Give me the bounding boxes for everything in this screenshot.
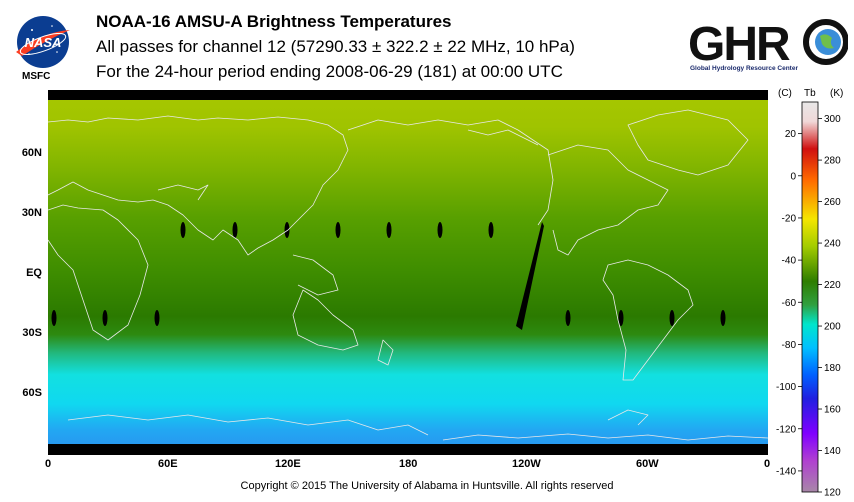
orbit-gaps <box>51 222 726 330</box>
kelvin-tick-label: 200 <box>824 322 841 333</box>
lat-label-60n: 60N <box>21 147 42 159</box>
lat-label-eq: EQ <box>26 267 42 279</box>
celsius-tick-label: -60 <box>782 298 797 309</box>
kelvin-tick-label: 120 <box>824 488 841 497</box>
svg-text:GHR: GHR <box>688 18 790 71</box>
lon-label-60e: 60E <box>158 458 178 470</box>
celsius-tick-label: 20 <box>785 129 797 140</box>
ghrc-logo: GHR <box>688 18 848 71</box>
colorbar-gradient <box>801 101 819 493</box>
celsius-tick-label: -80 <box>782 340 797 351</box>
msfc-label: MSFC <box>22 71 51 82</box>
celsius-tick-label: -20 <box>782 213 797 224</box>
celsius-tick-label: -40 <box>782 256 797 267</box>
missing-data-bottom <box>48 444 768 455</box>
kelvin-tick-label: 300 <box>824 114 841 125</box>
lon-label-180: 180 <box>399 458 418 470</box>
colorbar-header-tb: Tb <box>804 88 816 99</box>
lat-label-30n: 30N <box>21 207 42 219</box>
lon-label-0: 0 <box>45 458 52 470</box>
temperature-field <box>48 90 768 455</box>
lat-label-60s: 60S <box>22 387 42 399</box>
copyright: Copyright © 2015 The University of Alaba… <box>240 480 614 492</box>
chart-period: For the 24-hour period ending 2008-06-29… <box>96 62 563 81</box>
celsius-tick-label: -100 <box>776 382 796 393</box>
brightness-temperature-map <box>48 90 768 455</box>
celsius-tick-label: 0 <box>790 171 796 182</box>
lon-label-120w: 120W <box>512 458 541 470</box>
celsius-tick-label: -120 <box>776 424 796 435</box>
kelvin-tick-label: 160 <box>824 405 841 416</box>
kelvin-tick-label: 260 <box>824 197 841 208</box>
chart-title: NOAA-16 AMSU-A Brightness Temperatures <box>96 12 452 31</box>
chart-subtitle: All passes for channel 12 (57290.33 ± 32… <box>96 37 575 56</box>
kelvin-tick-label: 220 <box>824 280 841 291</box>
lon-label-0-right: 0 <box>764 458 771 470</box>
celsius-ticks: 20 0 -20 -40 -60 -80 -100 -120 -140 <box>776 129 802 477</box>
colorbar: (C) Tb (K) 200-20-40-60-80-100-120-140 3… <box>776 88 843 496</box>
colorbar-header-k: (K) <box>830 88 843 99</box>
missing-data-top <box>48 90 768 100</box>
kelvin-tick-label: 240 <box>824 239 841 250</box>
celsius-tick-label: -140 <box>776 466 796 477</box>
lon-label-120e: 120E <box>275 458 301 470</box>
svg-text:NASA: NASA <box>25 35 62 50</box>
lat-label-30s: 30S <box>22 327 42 339</box>
nasa-logo: NASA <box>16 16 70 68</box>
lon-label-60w: 60W <box>636 458 659 470</box>
colorbar-header-c: (C) <box>778 88 792 99</box>
kelvin-tick-label: 280 <box>824 156 841 167</box>
kelvin-ticks: 300 280 260 240 220 200 180 160 140 120 <box>818 114 841 496</box>
coastlines <box>48 109 768 441</box>
ghrc-subtitle: Global Hydrology Resource Center <box>690 65 798 72</box>
kelvin-tick-label: 180 <box>824 363 841 374</box>
kelvin-tick-label: 140 <box>824 446 841 457</box>
